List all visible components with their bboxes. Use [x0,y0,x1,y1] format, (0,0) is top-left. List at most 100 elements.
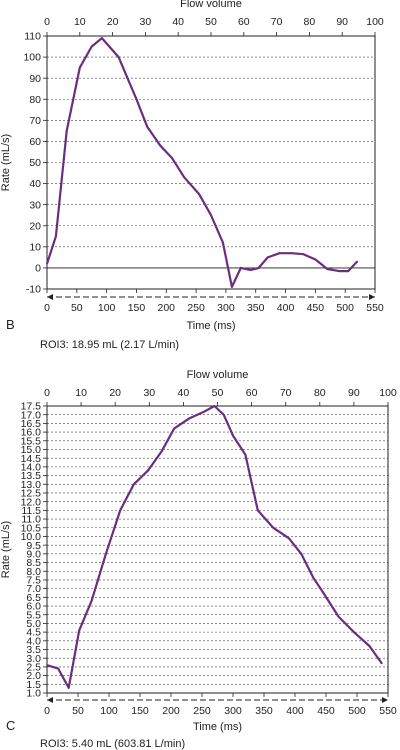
data-point [135,98,138,101]
y-tick-label: 8.0 [26,566,41,578]
data-point [132,483,135,486]
top-tick-label: 0 [44,387,50,399]
arrow-head-left [47,697,53,703]
y-tick-label: 16.0 [21,427,42,439]
y-tick-label: 13.5 [21,470,42,482]
x-tick-label: 250 [187,302,205,314]
data-point [146,125,149,128]
x-tick-label: 150 [128,302,146,314]
panel-letter: C [6,718,15,733]
panel-letter: B [6,317,15,332]
y-tick-label: 110 [24,31,41,43]
data-point [230,285,233,288]
x-tick-label: 0 [44,302,50,314]
data-point [90,599,93,602]
y-tick-label: 4.0 [26,635,41,647]
y-tick-label: 17.5 [21,401,42,413]
x-tick-label: 100 [98,302,116,314]
data-point [160,450,163,453]
y-tick-label: 16.5 [21,418,42,430]
data-point [322,591,324,594]
y-tick-label: 3.0 [26,653,41,665]
data-point [272,526,275,529]
top-tick-label: 30 [143,387,155,399]
y-tick-label: 2.0 [26,670,41,682]
x-tick-label: 350 [247,302,265,314]
x-tick-label: 350 [255,705,273,717]
data-point [105,552,107,555]
x-axis-label: Time (ms) [193,721,242,733]
y-tick-label: 15.0 [21,444,42,456]
top-tick-label: 10 [75,387,87,399]
arrow-head-right [369,294,375,300]
data-point [188,417,191,420]
top-tick-label: 60 [238,16,250,28]
y-tick-label: 15.5 [21,435,42,447]
data-point [78,629,81,632]
data-point [119,509,122,512]
data-point [380,662,383,665]
data-point [57,667,60,670]
y-tick-label: 20 [29,220,41,232]
data-point [257,267,260,269]
y-tick-label: 1.0 [26,688,41,700]
y-tick-label: 14.0 [21,461,42,473]
top-tick-label: 90 [348,387,360,399]
roi-annotation: ROI3: 5.40 mL (603.81 L/min) [40,738,185,750]
y-tick-label: 9.5 [26,540,41,552]
arrow-head-left [47,294,53,300]
y-tick-label: 17.0 [21,409,42,421]
x-tick-label: 250 [193,705,211,717]
y-tick-label: 14.5 [21,453,42,465]
x-tick-label: 0 [44,705,50,717]
data-point [232,434,234,437]
arrow-head-right [382,697,388,703]
y-tick-label: 12.5 [21,488,42,500]
data-point [147,469,149,472]
top-tick-label: 70 [271,16,283,28]
y-axis-label: Rate (mL/s) [0,521,12,578]
data-point [287,537,290,540]
y-tick-label: 5.0 [26,618,41,630]
top-tick-label: 70 [280,387,292,399]
data-point [67,686,70,689]
y-tick-label: 70 [29,115,41,127]
data-point [353,631,355,634]
data-point [244,453,247,456]
x-axis-label: Time (ms) [186,320,235,332]
top-axis-title: Flow volume [187,369,249,381]
y-tick-label: 10.5 [21,522,42,534]
data-point [100,37,103,40]
top-tick-label: 60 [246,387,258,399]
data-point [278,252,281,255]
top-tick-label: 0 [44,16,50,28]
y-tick-label: 7.5 [26,575,41,587]
y-tick-label: 10.0 [21,531,42,543]
data-point [55,235,57,238]
top-tick-label: 80 [304,16,316,28]
y-tick-label: 11.5 [21,505,41,517]
top-tick-label: 100 [366,16,384,28]
data-point [204,410,207,413]
data-point [117,56,120,58]
data-point [290,252,293,255]
plot-frame [46,405,389,694]
y-tick-label: 60 [29,136,41,148]
x-tick-label: 200 [162,705,180,717]
data-point [173,427,176,430]
series-line [46,404,383,689]
top-tick-label: 40 [172,16,184,28]
y-tick-label: 9.0 [26,548,41,560]
top-tick-label: 10 [74,16,86,28]
x-tick-label: 300 [217,302,235,314]
x-tick-label: 500 [348,705,366,717]
y-tick-label: 10 [29,241,41,253]
series-line [45,37,358,288]
top-tick-label: 50 [212,387,224,399]
x-tick-label: 450 [317,705,335,717]
data-point [239,267,242,269]
data-point [210,214,212,217]
y-tick-label: 80 [29,94,41,106]
y-tick-label: 5.5 [26,609,41,621]
